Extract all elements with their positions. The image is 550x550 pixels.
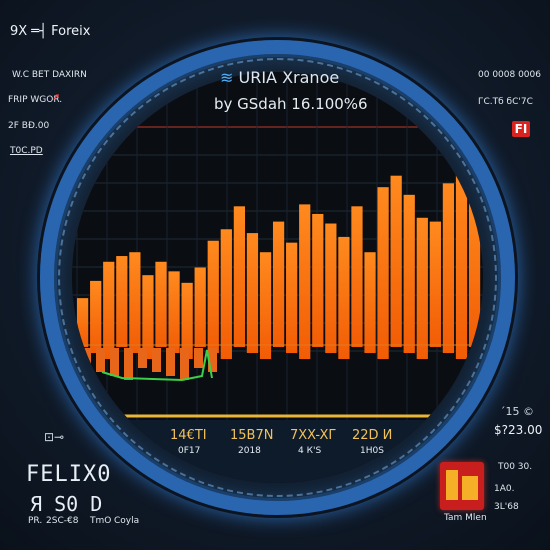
chart-bar xyxy=(116,256,128,347)
chart-title: ≋ URIA Xranoe xyxy=(220,68,339,87)
stat-sub: 0F17 xyxy=(178,446,201,456)
chart-title-text: URIA Xranoe xyxy=(238,68,340,87)
lower-bar xyxy=(208,348,217,372)
stat-sub: 4 К'S xyxy=(298,446,322,456)
left-arrow-icon: ➚ xyxy=(52,92,61,103)
stat-value: 22D И xyxy=(352,428,393,443)
chart-bar xyxy=(155,261,167,347)
stat-value: 14€ТI xyxy=(170,428,207,443)
right-label-1: 00 0008 0006 xyxy=(478,70,541,80)
chart-bar xyxy=(103,261,115,359)
chart-bar xyxy=(338,236,350,359)
chart-bar xyxy=(377,187,389,359)
left-label-3: 2F BÐ.00 xyxy=(8,121,50,131)
left-label-2: FRIP WGOR. xyxy=(8,95,63,105)
lower-bar xyxy=(124,348,133,380)
left-label-1: W.C BET DAXIRN xyxy=(12,70,87,80)
chart-bar xyxy=(220,229,232,359)
chart-logo-icon: ≋ xyxy=(220,68,234,87)
stat-sub: 1Н0S xyxy=(360,446,384,456)
right-badge[interactable]: FI xyxy=(512,121,530,137)
bezel-tick-ring xyxy=(58,58,497,497)
chart-bar xyxy=(299,204,311,359)
chart-bar xyxy=(286,242,298,353)
lower-bar xyxy=(138,348,147,368)
chart-bar xyxy=(246,233,259,353)
chart-bar xyxy=(351,206,363,347)
stat-value: 7XX-XГ xyxy=(290,428,337,443)
chart-bar xyxy=(416,217,428,359)
left-toggle-icon[interactable]: ⊡⊸ xyxy=(44,430,65,444)
lower-bar xyxy=(194,348,203,368)
lower-bar xyxy=(180,348,189,380)
stat-sub: 2018 xyxy=(238,446,261,456)
chart-bar xyxy=(259,252,272,359)
lower-bar xyxy=(152,348,161,372)
bottom-panel xyxy=(72,420,483,483)
lower-bar xyxy=(166,348,175,376)
right-label-7: 3L'68 xyxy=(494,502,519,512)
right-label-4: $?23.00 xyxy=(494,423,543,437)
trend-line xyxy=(101,349,213,382)
right-label-2: ГC.Тб бC'7C xyxy=(478,97,533,107)
chart-bar xyxy=(142,275,154,359)
chart-subtitle: by GSdah 16.100%6 xyxy=(214,95,368,113)
chart-bar xyxy=(168,271,180,353)
chart-bar xyxy=(181,282,193,359)
chart-bar xyxy=(312,213,324,347)
chart-screen xyxy=(72,72,483,483)
left-label-4: T0C.PD xyxy=(10,146,43,156)
red-logo-icon[interactable] xyxy=(440,462,484,510)
chart-bar xyxy=(325,223,337,353)
chart-bar xyxy=(207,240,219,353)
right-label-8: Tam Mlen xyxy=(444,513,487,523)
chart-bar xyxy=(77,298,89,347)
chart-bar xyxy=(364,252,376,353)
chart-bar xyxy=(272,221,285,347)
chart-bar xyxy=(455,164,468,359)
chart-bar xyxy=(233,206,246,347)
bottom-title: FELIX0 xyxy=(26,462,112,487)
right-label-3: ´15 © xyxy=(500,405,534,418)
bottom-caption-4: Coyla xyxy=(114,516,140,526)
chart-bar xyxy=(403,194,415,353)
chart-bar xyxy=(194,267,206,347)
bottom-caption-1: PR. xyxy=(28,516,43,526)
chart-bar xyxy=(468,191,481,347)
lower-bar xyxy=(82,348,91,368)
chart-bar xyxy=(129,252,141,353)
bottom-big-text: Я Ѕ0 D xyxy=(30,492,103,516)
app-title: 9X ═┤ Foreix xyxy=(10,24,91,39)
bottom-caption-2: 2SC-€8 xyxy=(46,516,79,526)
stat-value: 15В7N xyxy=(230,428,274,443)
right-label-5: T00 30. xyxy=(498,462,533,472)
bar-chart xyxy=(72,72,483,483)
lower-bar xyxy=(110,348,119,376)
chart-bar xyxy=(90,280,102,353)
chart-bar xyxy=(429,221,441,347)
lower-bar xyxy=(96,348,105,372)
bottom-caption-3: TmO xyxy=(90,516,112,526)
chart-bar xyxy=(442,183,455,353)
chart-bar xyxy=(390,175,402,347)
right-label-6: 1A0. xyxy=(494,484,515,494)
